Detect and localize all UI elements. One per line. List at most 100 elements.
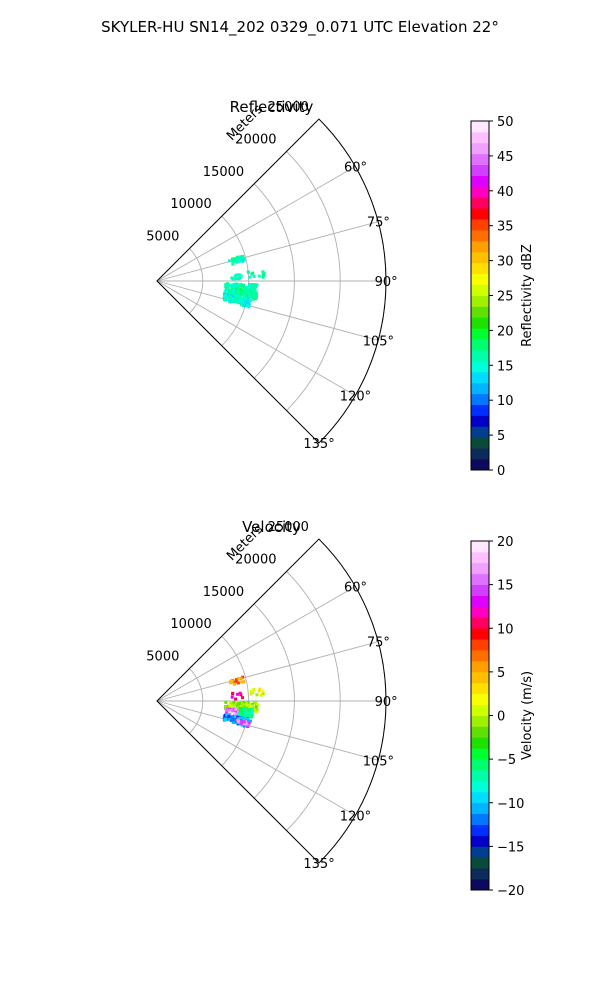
colorbar-tick-label: 5 [497,666,505,681]
data-point [235,273,239,277]
data-point [232,701,236,705]
data-point [255,693,259,697]
data-point [251,284,255,288]
radial-tick-label: 25000 [268,100,309,115]
data-point [223,298,227,302]
data-point [251,294,255,298]
data-points [222,675,265,729]
data-point [246,304,250,308]
data-point [254,297,258,301]
data-point [240,303,244,307]
data-point [245,724,249,728]
data-point [255,708,259,712]
data-point [230,704,234,708]
data-point [255,283,259,287]
data-point [247,721,251,725]
radial-tick-label: 25000 [268,520,309,535]
colorbar-swatch [471,573,489,586]
data-point [231,692,235,696]
colorbar-swatch [471,682,489,695]
data-point [252,687,256,691]
data-point [238,704,242,708]
data-point [246,285,250,289]
radial-tick-label: 15000 [203,165,244,180]
polar-frame [156,538,387,864]
data-point [224,294,228,298]
colorbar-tick-label: 15 [497,359,514,374]
data-point [228,701,232,705]
data-point [251,296,255,300]
colorbar-swatch [471,426,489,438]
colorbar-swatch [471,153,489,166]
colorbar-tick-label: 10 [497,394,514,409]
colorbar-swatch [471,459,489,471]
colorbar-swatch [471,584,489,596]
colorbar-tick-label: −5 [497,753,516,768]
data-point [237,297,241,301]
colorbar-label: Reflectivity dBZ [520,244,535,347]
panel-title: Velocity [242,518,301,536]
data-point [261,275,265,279]
data-point [262,273,266,277]
data-point [249,712,253,716]
data-point [240,284,244,288]
data-point [248,719,252,723]
data-point [230,702,234,706]
colorbar-swatch [471,857,489,869]
angular-grid-line [156,700,379,761]
data-point [249,705,253,709]
data-point [222,715,226,719]
data-point [225,708,229,712]
angular-grid-line [156,280,379,341]
data-point [233,703,237,707]
colorbar-swatch [471,262,489,275]
colorbar-tick-label: 35 [497,220,514,235]
colorbar-label: Velocity (m/s) [520,671,535,760]
data-point [229,297,233,301]
data-point [234,680,238,684]
colorbar-swatch [471,759,489,771]
colorbar-swatch [471,273,489,285]
colorbar-swatch [471,175,489,187]
colorbar-swatch [471,551,489,564]
data-point [246,713,250,717]
data-point [237,256,241,260]
data-point [242,301,246,305]
colorbar-swatch [471,350,489,362]
data-point [242,722,246,726]
data-point [243,298,247,302]
data-point [250,710,254,714]
colorbar-swatch [471,562,489,575]
data-point [252,701,256,705]
data-point [224,700,228,704]
angular-grid-line [156,586,356,702]
data-point [238,276,242,280]
colorbar-swatch [471,240,489,253]
data-point [230,286,234,290]
angle-tick-label: 60° [344,580,367,595]
colorbar-swatch [471,284,489,296]
data-point [240,721,244,725]
data-point [230,299,234,303]
data-point [249,692,253,696]
colorbar-swatch [471,737,489,749]
data-point [258,687,262,691]
data-point [240,696,244,700]
data-point [227,289,231,293]
data-point [238,299,242,303]
data-point [236,705,240,709]
angle-tick-label: 75° [367,636,390,651]
colorbar-tick-label: −15 [497,840,524,855]
data-point [239,256,243,260]
angular-grid-line [156,166,356,282]
data-point [244,710,248,714]
data-point [247,708,251,712]
colorbar-swatch [471,791,489,804]
data-point [236,722,240,726]
angular-grid-line [156,641,379,702]
data-point [246,717,250,721]
data-point [241,254,245,258]
data-point [244,300,248,304]
data-point [224,288,228,292]
